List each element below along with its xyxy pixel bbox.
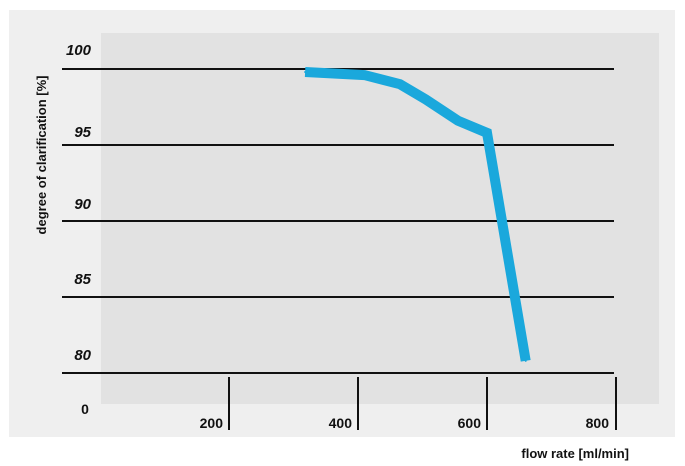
data-point [524,359,527,362]
x-tick-label-600: 600 [458,415,482,431]
data-point [304,71,307,74]
gridlines [62,68,614,374]
data-point [398,83,401,86]
series-group [304,67,531,362]
y-tick-label-95: 95 [74,124,91,141]
plot-area [101,33,659,404]
data-point [363,74,366,77]
x-tick-label-800: 800 [586,415,610,431]
x-tick-label-200: 200 [200,415,224,431]
x-axis-title: flow rate [ml/min] [521,446,629,461]
y-axis-title: degree of clarification [%] [34,76,49,235]
data-point [424,98,427,101]
x-tick-label-400: 400 [329,415,353,431]
y-tick-label-90: 90 [74,196,91,213]
data-point [486,131,488,134]
y-tick-label-80: 80 [74,347,91,364]
data-point [456,119,459,122]
y-tick-label-100: 100 [66,42,92,59]
x-tick-marks [228,377,617,430]
y-tick-label-85: 85 [74,271,91,288]
origin-label: 0 [81,401,89,417]
